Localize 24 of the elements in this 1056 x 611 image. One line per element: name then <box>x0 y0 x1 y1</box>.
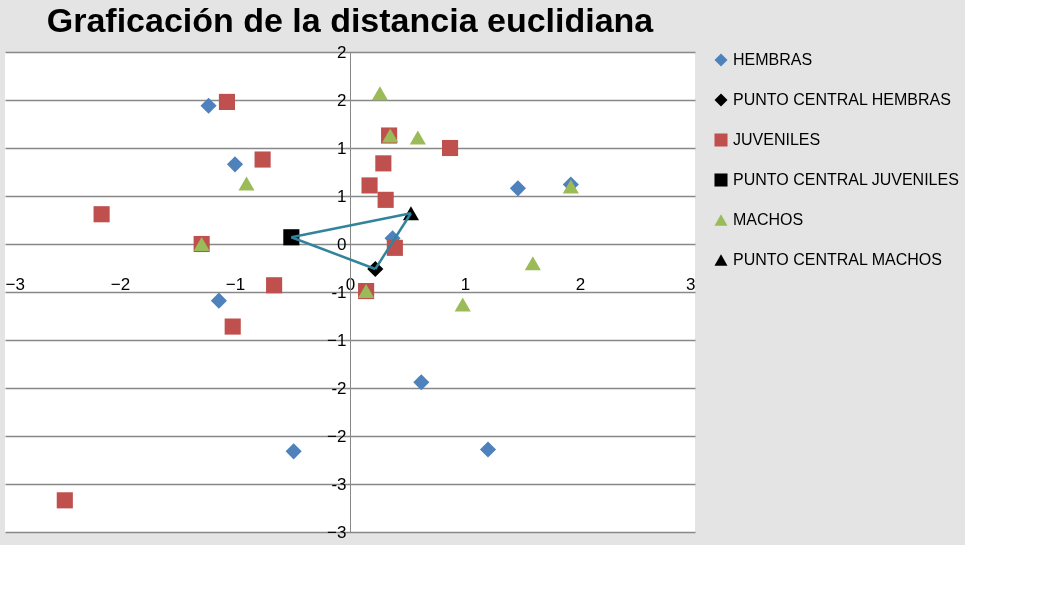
x-tick-label: −1 <box>225 274 246 294</box>
y-tick-label: 2 <box>337 90 347 110</box>
y-tick-label: 1 <box>337 138 347 158</box>
legend-label: PUNTO CENTRAL JUVENILES <box>733 171 959 188</box>
y-tick-label: 2 <box>337 42 347 62</box>
x-tick-label: 3 <box>686 274 696 294</box>
legend-label: PUNTO CENTRAL HEMBRAS <box>733 91 951 108</box>
x-tick-label: 1 <box>460 274 471 294</box>
y-tick-label: −3 <box>327 522 347 542</box>
y-tick-label: 1 <box>337 186 347 206</box>
y-tick-label: -3 <box>331 474 347 494</box>
chart-title: Graficación de la distancia euclidiana <box>46 1 655 39</box>
legend-label: MACHOS <box>733 211 804 228</box>
x-tick-label: −3 <box>5 274 25 294</box>
legend-label: PUNTO CENTRAL MACHOS <box>733 251 942 268</box>
y-tick-label: -1 <box>331 282 347 302</box>
x-tick-label: 2 <box>575 274 586 294</box>
y-tick-label: −1 <box>327 330 347 350</box>
legend-label: HEMBRAS <box>733 51 813 68</box>
y-tick-label: 0 <box>337 234 347 254</box>
y-tick-label: -2 <box>331 378 347 398</box>
legend-label: JUVENILES <box>733 131 821 148</box>
x-tick-label: −2 <box>110 274 131 294</box>
y-tick-label: −2 <box>327 426 347 446</box>
